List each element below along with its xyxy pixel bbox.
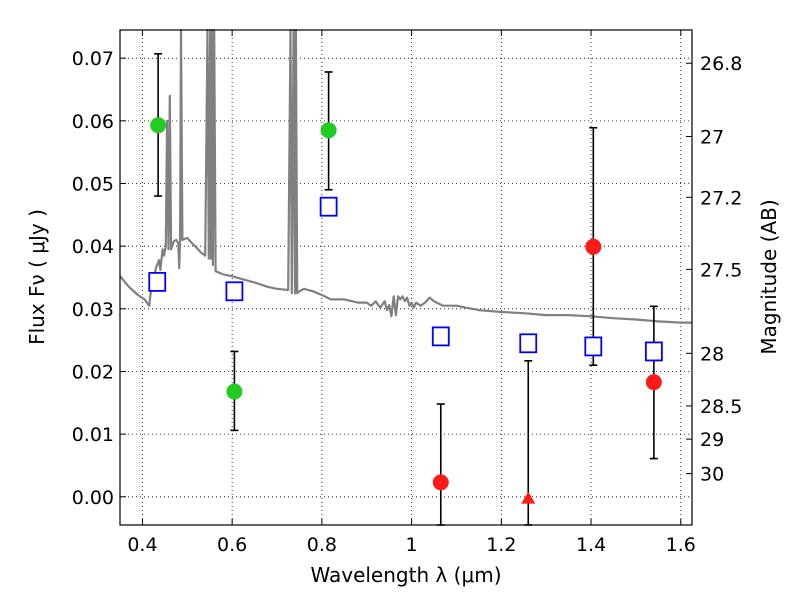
x-tick-label: 0.8 (307, 534, 337, 556)
circle-marker (432, 474, 449, 491)
right-tick-label: 28.5 (700, 396, 742, 418)
right-axis-ticks: 26.8 27 27.2 27.5 28 28.5 29 30 (686, 53, 742, 486)
x-tick-label: 1.4 (576, 534, 606, 556)
y-tick-label: 0.00 (72, 487, 114, 509)
right-tick-label: 27.2 (700, 187, 742, 209)
data-markers (148, 117, 663, 504)
y-tick-label: 0.07 (72, 48, 114, 70)
right-axis-label: Magnitude (AB) (757, 199, 781, 354)
y-tick-label: 0.01 (72, 424, 114, 446)
square-marker (225, 281, 244, 302)
square-marker (519, 333, 538, 354)
square-marker (319, 196, 338, 217)
circle-marker (226, 383, 243, 400)
spectrum-line (119, 28, 692, 324)
circle-marker (645, 374, 662, 391)
y-tick-label: 0.02 (72, 361, 114, 383)
x-axis-ticks: 0.4 0.6 0.8 1 1.2 1.4 1.6 (127, 30, 696, 556)
y-tick-label: 0.05 (72, 174, 114, 196)
circle-marker (320, 122, 337, 139)
model-spectrum (119, 28, 692, 324)
x-tick-label: 1 (406, 534, 418, 556)
square-marker (431, 326, 450, 347)
right-tick-label: 28 (700, 343, 724, 365)
right-tick-label: 27.5 (700, 259, 742, 281)
y-tick-label: 0.04 (72, 236, 114, 258)
right-tick-label: 27 (700, 127, 724, 149)
right-tick-label: 30 (700, 464, 724, 486)
right-tick-label: 26.8 (700, 53, 742, 75)
square-marker (148, 271, 167, 292)
circle-marker (585, 238, 602, 255)
plot-area (119, 28, 692, 526)
square-marker (584, 336, 603, 357)
triangle-marker (521, 491, 536, 504)
y-axis-label: Flux Fν ( μJy ) (25, 209, 49, 345)
square-marker (644, 341, 663, 362)
x-tick-label: 0.4 (127, 534, 157, 556)
x-axis-label: Wavelength λ (μm) (310, 563, 501, 587)
y-axis-ticks: 0.00 0.01 0.02 0.03 0.04 0.05 0.06 0.07 (72, 48, 126, 509)
x-tick-label: 0.6 (217, 534, 247, 556)
plot-frame (119, 29, 693, 526)
y-tick-label: 0.03 (72, 299, 114, 321)
x-tick-label: 1.6 (666, 534, 696, 556)
x-tick-label: 1.2 (486, 534, 516, 556)
right-tick-label: 29 (700, 429, 724, 451)
circle-marker (150, 117, 167, 134)
y-tick-label: 0.06 (72, 111, 114, 133)
